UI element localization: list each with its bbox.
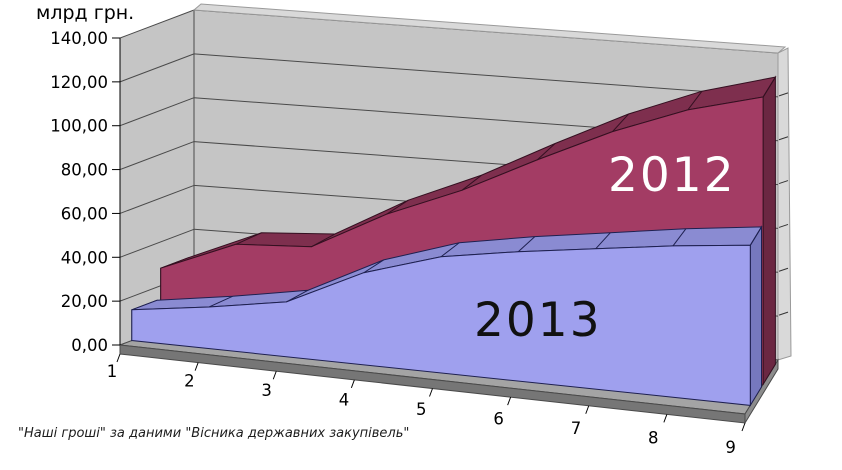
gridline-left-wall [119, 184, 195, 214]
wall-right-edge [777, 47, 792, 361]
series-2012-top-crease [612, 113, 629, 132]
gridline-left-wall [119, 97, 195, 127]
value-axis-tick-label: 40,00 [61, 248, 108, 267]
series-label-2012: 2012 [608, 148, 736, 203]
category-axis-tick [116, 353, 121, 363]
series-2012-top-crease [762, 76, 776, 98]
category-axis-tick-label: 5 [416, 400, 427, 419]
gridline-left-wall [119, 53, 195, 83]
series-2012-top-crease [536, 143, 556, 161]
wall-right-tick [778, 136, 789, 141]
source-caption: "Наші гроші" за даними "Вісника державни… [18, 426, 410, 441]
category-axis-tick-label: 9 [725, 438, 736, 457]
series-2013-top-crease [518, 236, 536, 253]
value-axis-tick-label: 60,00 [61, 204, 108, 223]
value-axis-tick-label: 80,00 [61, 161, 108, 180]
category-axis-tick [663, 414, 668, 423]
series-2013-top-crease [440, 242, 460, 258]
gridline-back-wall [193, 53, 779, 98]
series-2013-top-crease [286, 289, 309, 303]
category-axis-tick-label: 7 [571, 419, 582, 438]
category-axis-tick [350, 379, 355, 389]
value-axis-tick-label: 120,00 [50, 73, 108, 92]
series-2012-top-crease [687, 90, 703, 111]
value-axis-tick-label: 20,00 [61, 292, 108, 311]
series-2012-top-crease [461, 174, 483, 191]
category-axis-tick [741, 422, 746, 432]
wall-right-tick [778, 180, 789, 185]
wall-right-tick [778, 311, 789, 316]
value-axis-tick-label: 140,00 [50, 29, 108, 48]
gridline-left-wall [119, 228, 195, 258]
wall-right-tick [778, 92, 789, 97]
category-axis-tick [194, 362, 199, 371]
category-axis-tick-label: 4 [339, 391, 350, 410]
series-2013-top-crease [363, 259, 384, 274]
category-axis-tick-label: 3 [261, 381, 272, 400]
series-2012-top-crease [386, 199, 409, 215]
category-axis-tick [429, 388, 433, 397]
series-2013-top-crease [595, 232, 611, 250]
series-2013-right-cap [749, 225, 762, 408]
series-2013-top-crease [672, 228, 687, 247]
wall-top-edge [192, 3, 787, 54]
series-2012-right-cap [762, 75, 776, 387]
category-axis-tick [585, 405, 590, 414]
series-label-2013: 2013 [474, 293, 602, 348]
series-2013-front-face [131, 244, 751, 406]
value-axis-title: млрд грн. [36, 2, 135, 24]
category-axis-tick-label: 1 [107, 362, 118, 381]
category-axis-tick [272, 371, 277, 380]
category-axis-tick [507, 396, 512, 406]
category-axis-tick-label: 8 [648, 429, 659, 448]
series-2012-top-crease [235, 232, 262, 245]
series-2012-top-crease [311, 233, 336, 248]
value-axis-tick-label: 0,00 [71, 336, 108, 355]
category-axis-tick-label: 2 [184, 372, 195, 391]
gridline-left-wall [119, 141, 195, 171]
series-2013-top-crease [208, 295, 233, 308]
series-2013-top-crease [749, 226, 762, 246]
wall-right-tick [778, 267, 789, 272]
wall-right-tick [778, 223, 789, 228]
category-axis-tick-label: 6 [493, 410, 504, 429]
value-axis-tick-label: 100,00 [50, 117, 108, 136]
